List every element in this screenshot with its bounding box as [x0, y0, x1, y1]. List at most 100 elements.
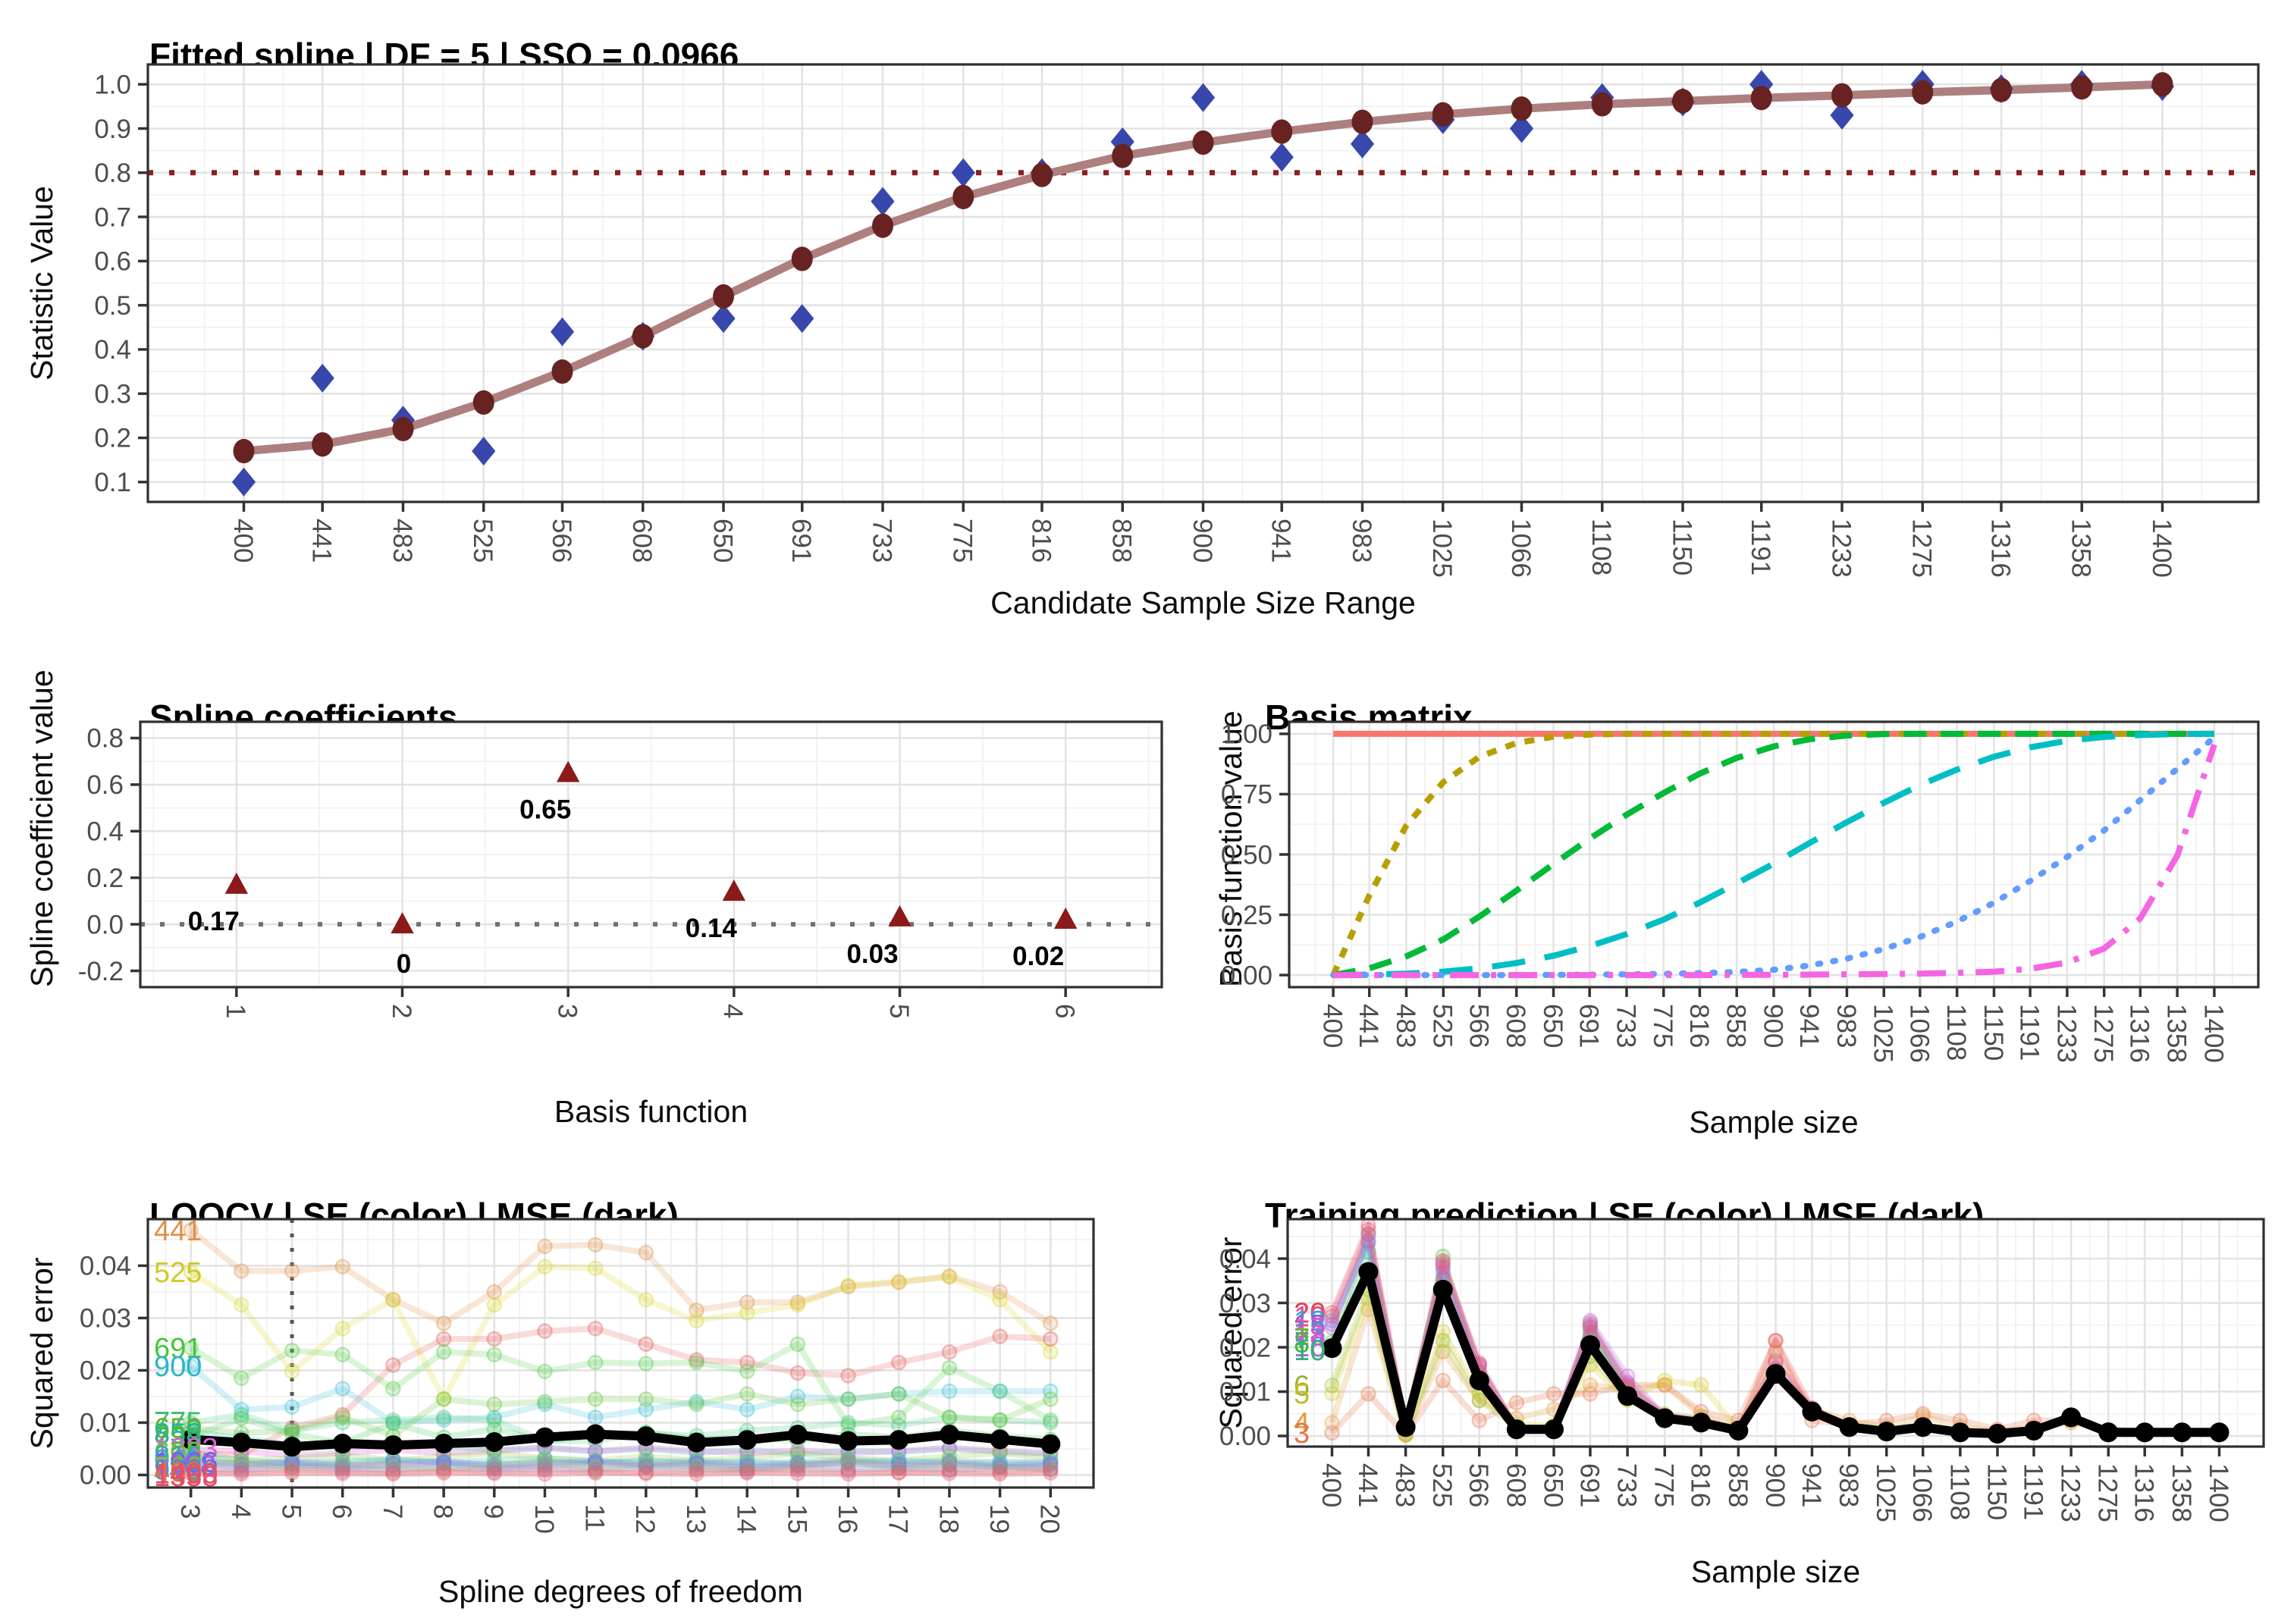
series-se-941	[183, 1451, 1059, 1472]
svg-text:400: 400	[1317, 1004, 1347, 1048]
svg-text:1316: 1316	[2125, 1004, 2154, 1063]
svg-text:5: 5	[276, 1504, 306, 1519]
svg-text:566: 566	[1464, 1004, 1493, 1048]
svg-text:1108: 1108	[154, 1450, 216, 1481]
svg-text:12: 12	[1294, 1306, 1326, 1337]
svg-text:608: 608	[154, 1437, 202, 1469]
svg-text:0.6: 0.6	[94, 247, 131, 277]
svg-text:733: 733	[867, 519, 896, 563]
svg-text:0.17: 0.17	[188, 907, 240, 936]
spline-coefficients-axes: -0.2 0.0 0.2 0.4 0.6 0.8 1 2 3 4 5 6	[78, 724, 1080, 1019]
svg-text:0.14: 0.14	[686, 914, 738, 943]
svg-text:1358: 1358	[2167, 1463, 2196, 1522]
svg-text:17: 17	[883, 1504, 913, 1534]
svg-text:816: 816	[1686, 1463, 1715, 1507]
svg-text:7: 7	[1294, 1324, 1310, 1356]
series-se-1358	[183, 1465, 1059, 1482]
svg-text:1233: 1233	[2051, 1004, 2081, 1063]
svg-text:775: 775	[154, 1406, 202, 1438]
series-se-525	[183, 1259, 1059, 1407]
svg-text:566: 566	[1464, 1463, 1493, 1507]
svg-text:11: 11	[580, 1504, 610, 1532]
series-mse-training	[1322, 1262, 2230, 1444]
series-se-566	[183, 1454, 1059, 1477]
svg-text:13: 13	[681, 1504, 711, 1534]
series-coefficient-points: 0.17 0 0.65 0.14 0.03 0.02	[188, 760, 1078, 979]
x-axis-title-sample-size: Sample size	[1689, 1105, 1859, 1140]
svg-text:14: 14	[732, 1504, 761, 1534]
svg-text:20: 20	[1035, 1504, 1065, 1534]
svg-text:650: 650	[708, 519, 737, 563]
svg-text:1358: 1358	[154, 1461, 218, 1493]
x-axis-title-basis-function: Basis function	[554, 1094, 748, 1129]
svg-text:566: 566	[154, 1452, 202, 1484]
svg-text:691: 691	[1574, 1463, 1604, 1507]
svg-text:0.00: 0.00	[1219, 1422, 1271, 1451]
series-basis-5	[1330, 734, 2217, 979]
svg-text:566: 566	[547, 519, 576, 563]
svg-text:983: 983	[1831, 1004, 1861, 1048]
svg-text:8: 8	[428, 1504, 458, 1519]
svg-text:775: 775	[948, 519, 977, 563]
svg-text:0: 0	[397, 949, 411, 979]
svg-text:-0.2: -0.2	[78, 957, 124, 986]
svg-text:10: 10	[1294, 1335, 1326, 1367]
svg-text:5: 5	[884, 1004, 914, 1018]
svg-text:0.7: 0.7	[94, 202, 131, 232]
svg-text:441: 441	[1354, 1004, 1383, 1048]
svg-text:400: 400	[154, 1456, 202, 1488]
svg-text:608: 608	[627, 519, 657, 563]
svg-text:400: 400	[1316, 1463, 1346, 1507]
svg-text:9: 9	[479, 1504, 508, 1519]
svg-text:441: 441	[154, 1215, 202, 1247]
svg-text:0.75: 0.75	[1221, 780, 1272, 810]
series-se-441	[183, 1222, 1059, 1331]
svg-text:816: 816	[154, 1441, 202, 1472]
svg-text:18: 18	[1294, 1320, 1326, 1352]
svg-text:691: 691	[154, 1333, 202, 1365]
svg-text:1025: 1025	[1869, 1004, 1898, 1063]
svg-text:525: 525	[1428, 1004, 1458, 1048]
panel-spline-coefficients: Spline coefficients Spline coefficient v…	[0, 656, 1183, 1152]
svg-text:0.4: 0.4	[86, 817, 124, 847]
svg-text:941: 941	[1266, 519, 1296, 563]
svg-text:525: 525	[1427, 1463, 1457, 1507]
svg-text:1150: 1150	[1667, 519, 1696, 575]
svg-text:775: 775	[1648, 1004, 1677, 1048]
panel-fitted-spline: Fitted spline | DF = 5 | SSQ = 0.0966 St…	[0, 0, 2275, 656]
basis-matrix-axes: 0.00 0.25 0.50 0.75 1.00 400 441 483 525 566 608 65…	[1221, 720, 2228, 1063]
x-axis-title-spline-degrees-of-freedom: Spline degrees of freedom	[438, 1574, 803, 1609]
svg-text:1233: 1233	[154, 1433, 218, 1465]
svg-text:0.03: 0.03	[80, 1304, 131, 1334]
svg-text:0.00: 0.00	[1221, 961, 1272, 990]
svg-text:0.03: 0.03	[846, 939, 898, 969]
series-basis-3	[1332, 730, 2214, 979]
series-se-900	[183, 1358, 1059, 1431]
svg-text:1.0: 1.0	[94, 70, 131, 99]
svg-text:18: 18	[934, 1504, 963, 1534]
svg-text:1233: 1233	[1826, 519, 1856, 578]
svg-text:1108: 1108	[1944, 1463, 1974, 1520]
loocv-axes: 0.00 0.01 0.02 0.03 0.04 3 4 5 6 7 8 9 10 11 12 13 14 15 1…	[80, 1252, 1065, 1534]
series-se-983	[183, 1459, 1059, 1478]
svg-text:1150: 1150	[1978, 1004, 2008, 1061]
svg-text:0.65: 0.65	[519, 795, 571, 825]
svg-text:1: 1	[221, 1004, 250, 1018]
svg-text:816: 816	[1684, 1004, 1714, 1048]
svg-text:1233: 1233	[2056, 1463, 2085, 1522]
svg-text:483: 483	[1390, 1463, 1420, 1507]
svg-text:1191: 1191	[2014, 1004, 2044, 1061]
basis-matrix-chart: 0.00 0.25 0.50 0.75 1.00 400 441 483 525 566 608 65…	[1221, 720, 2260, 1063]
svg-text:1358: 1358	[2162, 1004, 2192, 1063]
svg-text:0.8: 0.8	[94, 158, 131, 188]
svg-text:1025: 1025	[1427, 519, 1457, 578]
svg-text:816: 816	[1026, 519, 1056, 563]
svg-text:4: 4	[718, 1004, 748, 1018]
series-se-816	[183, 1448, 1059, 1472]
x-axis-title-sample-size-training: Sample size	[1690, 1554, 1861, 1589]
svg-text:0.8: 0.8	[86, 724, 124, 754]
svg-text:0.02: 0.02	[1219, 1333, 1271, 1362]
